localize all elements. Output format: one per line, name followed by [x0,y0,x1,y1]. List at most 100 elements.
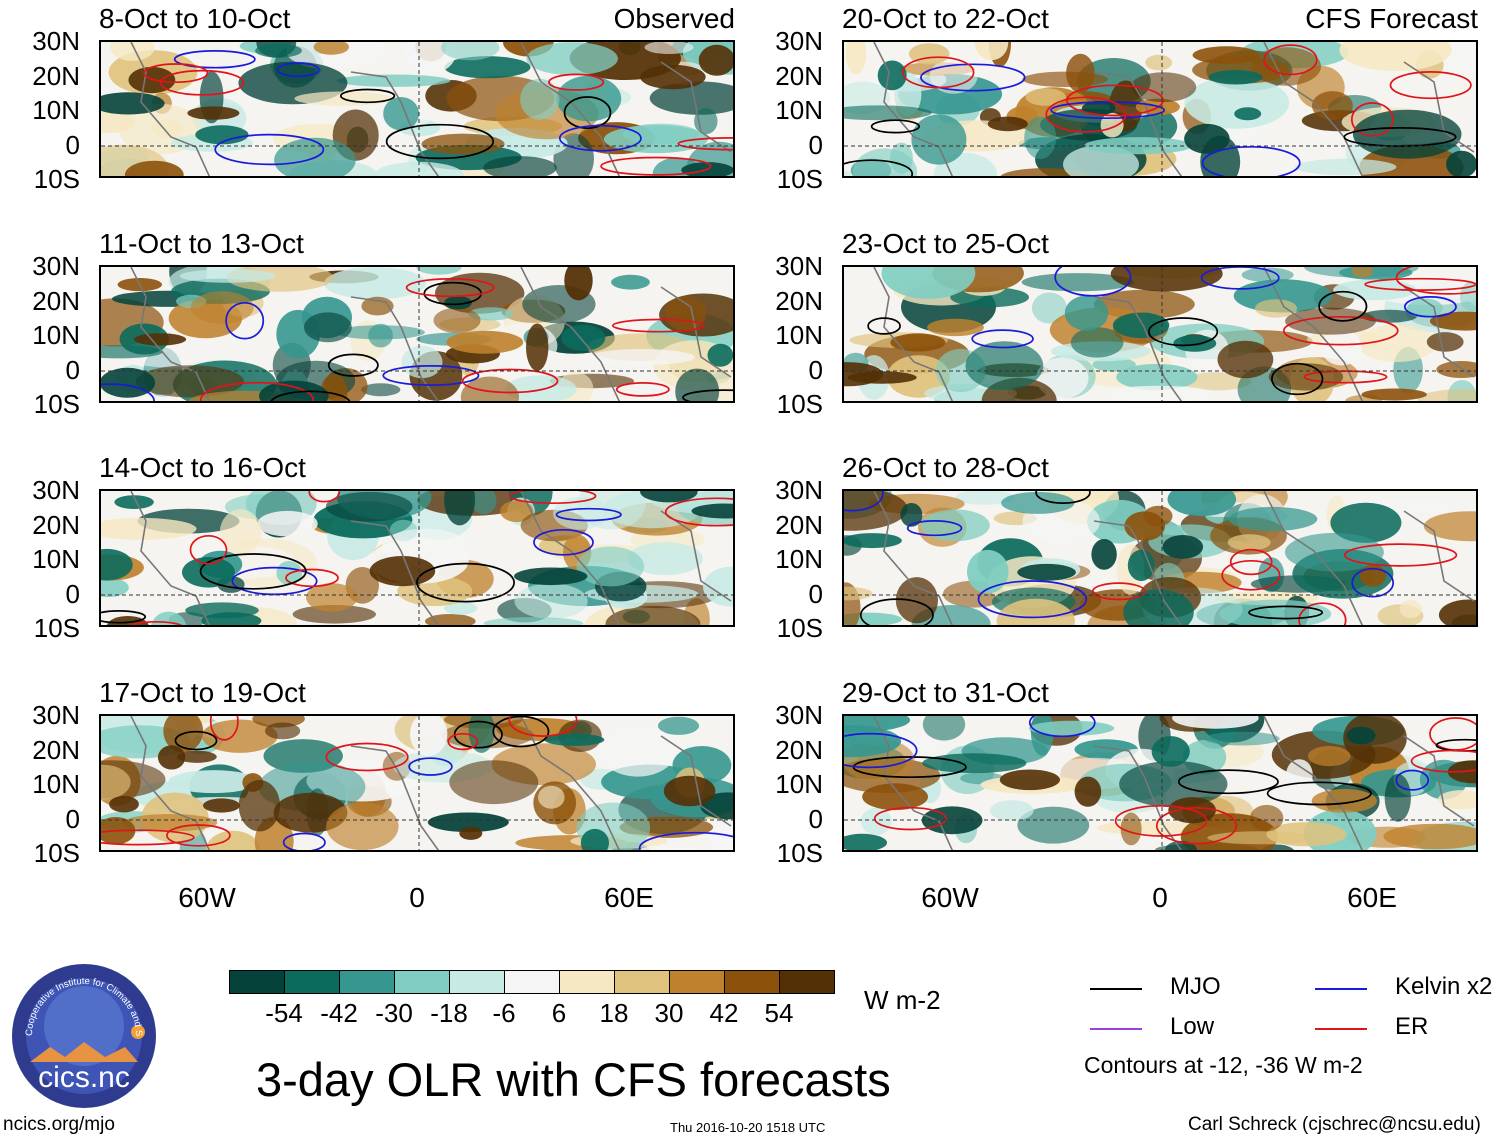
olr-anomaly-blob [708,822,733,850]
colorbar-swatch [449,970,505,994]
olr-anomaly-blob [1426,332,1464,352]
lat-label: 0 [808,578,823,609]
olr-anomaly-blob [286,42,389,70]
olr-anomaly-blob [292,605,376,624]
panel-title: 14-Oct to 16-Oct [99,452,306,483]
lat-label: 10S [776,164,823,194]
olr-anomaly-blob [326,802,399,850]
olr-anomaly-core [691,503,733,519]
olr-anomaly-blob [122,814,218,832]
lat-label: 30N [775,475,823,505]
olr-anomaly-core [1074,776,1102,807]
olr-anomaly-blob [526,42,618,76]
olr-anomaly-blob [1021,273,1134,292]
wave-contour [1221,559,1281,591]
wave-contour [1114,804,1208,837]
colorbar-tick-label: -6 [492,998,516,1028]
coastline [350,71,440,176]
colorbar-tick-label: 6 [551,998,567,1028]
olr-anomaly-core [157,745,186,770]
lat-label: 0 [808,354,823,385]
coastline [660,61,732,153]
lat-label: 10S [33,164,80,194]
olr-anomaly-blob [900,503,923,527]
olr-anomaly-blob [514,583,588,619]
olr-anomaly-blob [177,750,217,763]
olr-anomaly-core [1208,70,1263,85]
colorbar-tick-label: -30 [375,998,413,1028]
wave-contour [533,528,594,556]
olr-anomaly-blob [219,509,262,555]
olr-anomaly-core [544,733,605,746]
olr-anomaly-core [890,333,946,352]
wave-contour [166,824,231,847]
colorbar-swatch [669,970,725,994]
olr-anomaly-blob [238,780,281,832]
olr-anomaly-core [1091,539,1117,570]
panel-title: 17-Oct to 19-Oct [99,677,306,708]
wave-contour [101,829,195,846]
legend-label: ER [1395,1013,1429,1040]
olr-anomaly-blob [441,42,500,61]
lat-label: 30N [32,700,80,730]
lat-label: 0 [65,578,80,609]
olr-anomaly-blob [471,491,497,515]
olr-anomaly-core [1446,150,1476,176]
coastline [1263,42,1364,176]
olr-anomaly-core [444,296,472,310]
olr-anomaly-blob [526,323,549,371]
wave-contour [971,329,1034,349]
wave-contour [1410,749,1476,773]
wave-contour [600,156,712,176]
wave-contour [1155,806,1238,845]
olr-anomaly-core [101,548,133,581]
wave-contour [339,88,396,104]
wave-contour [405,278,495,298]
olr-anomaly-blob [1251,47,1321,86]
olr-anomaly-blob [644,42,694,54]
olr-anomaly-blob [588,349,695,366]
olr-anomaly-blob [383,97,419,131]
wave-contour [867,317,901,335]
lon-label: 60E [1347,882,1397,913]
wave-contour [231,566,318,596]
olr-anomaly-blob [605,605,701,625]
olr-anomaly-blob [881,267,976,299]
wave-contour [492,716,550,748]
olr-anomaly-core [1192,46,1261,64]
olr-anomaly-blob [664,295,707,331]
olr-anomaly-blob [1001,491,1075,514]
colorbar-tick-label: 54 [764,998,794,1028]
wave-contour [548,73,605,91]
colorbar-tick-label: 30 [654,998,684,1028]
olr-anomaly-core [877,60,907,91]
wave-contour [1248,605,1324,620]
olr-anomaly-core [203,798,240,813]
wave-contour [101,383,156,401]
coastline [130,42,211,176]
lat-label: 20N [775,285,823,316]
lat-label: 30N [32,251,80,281]
olr-anomaly-blob [1311,91,1353,121]
olr-anomaly-blob [1384,773,1411,822]
coastline [130,491,211,625]
wave-contour [1318,290,1368,322]
olr-anomaly-core [1173,335,1217,352]
olr-anomaly-blob [265,722,301,740]
main-title: 3-day OLR with CFS forecasts [256,1053,891,1106]
olr-anomaly-core [663,775,716,807]
olr-anomaly-core [580,828,609,850]
olr-anomaly-blob [433,307,481,334]
olr-map-panel [99,265,735,403]
olr-anomaly-core [109,796,139,813]
wave-contour [1229,548,1273,576]
olr-anomaly-blob [967,549,1009,594]
lat-label: 20N [32,509,80,540]
olr-anomaly-blob [446,330,524,354]
olr-anomaly-blob [911,114,967,165]
olr-anomaly-blob [444,601,478,615]
lat-label: 10S [776,838,823,868]
lat-label: 30N [32,26,80,56]
olr-anomaly-blob [483,617,584,625]
coastline [130,267,211,401]
